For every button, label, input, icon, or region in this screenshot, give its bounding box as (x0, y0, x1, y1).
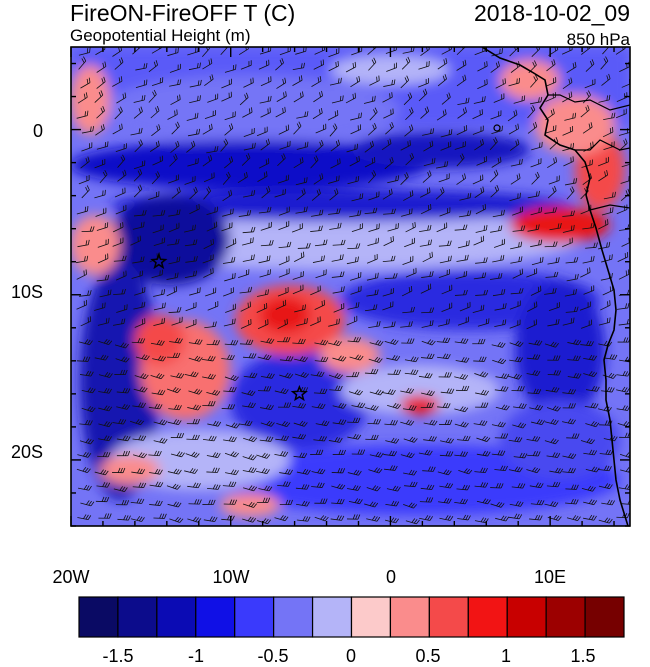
x-axis-labels: 20W 10W 0 10E (52, 567, 566, 587)
colorbar-tick-label: 0 (346, 646, 356, 666)
x-tick-label: 10W (212, 567, 249, 587)
colorbar-swatch (273, 596, 314, 638)
colorbar-tick-label: -0.5 (257, 646, 288, 666)
colorbar-swatch (350, 596, 392, 638)
colorbar-swatch (584, 596, 625, 638)
plot-frame (70, 46, 631, 527)
pressure-level-label: 850 hPa (566, 30, 630, 49)
colorbar-tick-label: -1.5 (102, 646, 133, 666)
colorbar-swatch (156, 596, 197, 638)
colorbar-swatch (311, 596, 353, 638)
star-marker (150, 252, 168, 270)
axis-ticks (70, 47, 630, 527)
wind-barbs (75, 47, 630, 525)
colorbar-swatch (428, 596, 469, 638)
x-tick-label: 10E (534, 567, 566, 587)
datetime-label: 2018-10-02_09 (473, 0, 630, 26)
y-axis-labels: 0 10S 20S (11, 121, 43, 462)
island-outline (493, 124, 501, 132)
colorbar-swatch (467, 596, 508, 638)
colorbar-swatch (545, 596, 586, 638)
colorbar-tick-label: -1 (188, 646, 204, 666)
colorbar-tick-label: 1 (501, 646, 511, 666)
y-tick-label: 10S (11, 282, 43, 302)
colorbar-swatch (389, 596, 430, 638)
star-marker (290, 384, 308, 402)
border-outline (575, 139, 630, 211)
map-title: FireON-FireOFF T (C) (70, 0, 296, 26)
y-tick-label: 0 (33, 121, 43, 141)
colorbar-swatch (78, 596, 119, 638)
colorbar-labels: -1.5 -1 -0.5 0 0.5 1 1.5 (102, 646, 595, 666)
colorbar-swatch (195, 596, 236, 638)
x-tick-label: 20W (52, 567, 89, 587)
map-subtitle: Geopotential Height (m) (70, 26, 251, 45)
colorbar-swatch (234, 596, 275, 638)
river-outline (548, 94, 630, 111)
temperature-field (71, 47, 630, 526)
colorbar (78, 596, 625, 638)
y-tick-label: 20S (11, 442, 43, 462)
colorbar-tick-label: 1.5 (570, 646, 595, 666)
x-tick-label: 0 (386, 567, 396, 587)
station-markers (150, 252, 308, 402)
colorbar-swatch (117, 596, 158, 638)
colorbar-swatch (506, 596, 547, 638)
colorbar-tick-label: 0.5 (415, 646, 440, 666)
